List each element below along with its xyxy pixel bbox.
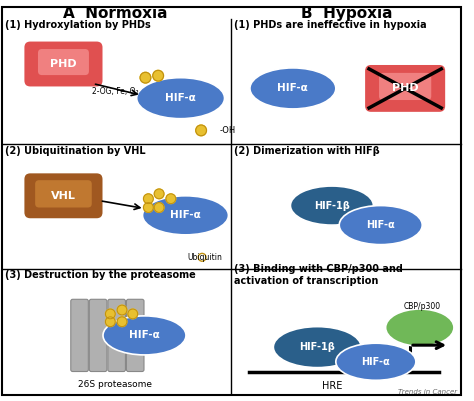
Circle shape — [196, 125, 207, 136]
Ellipse shape — [103, 316, 186, 355]
Text: HIF-α: HIF-α — [170, 211, 201, 220]
Text: -OH: -OH — [219, 126, 236, 135]
Ellipse shape — [336, 343, 416, 380]
Text: Ubiquitin: Ubiquitin — [188, 253, 223, 262]
Text: HIF-α: HIF-α — [129, 330, 160, 340]
FancyBboxPatch shape — [24, 173, 102, 218]
FancyBboxPatch shape — [379, 73, 431, 100]
Text: (1) Hydroxylation by PHDs: (1) Hydroxylation by PHDs — [5, 20, 151, 30]
FancyBboxPatch shape — [365, 65, 445, 112]
FancyBboxPatch shape — [108, 299, 126, 371]
Ellipse shape — [291, 186, 374, 225]
Text: VHL: VHL — [51, 191, 76, 201]
FancyBboxPatch shape — [127, 299, 144, 371]
FancyBboxPatch shape — [89, 299, 107, 371]
Circle shape — [117, 305, 127, 315]
Circle shape — [166, 194, 176, 204]
FancyBboxPatch shape — [38, 49, 89, 75]
FancyBboxPatch shape — [35, 180, 92, 207]
Text: HIF-1β: HIF-1β — [314, 200, 350, 211]
Ellipse shape — [339, 206, 422, 245]
Text: B  Hypoxia: B Hypoxia — [301, 6, 392, 21]
Text: HIF-α: HIF-α — [366, 220, 395, 230]
FancyBboxPatch shape — [71, 299, 88, 371]
Circle shape — [144, 194, 153, 204]
Text: Trends in Cancer: Trends in Cancer — [398, 389, 457, 395]
Circle shape — [105, 317, 115, 327]
Text: HIF-α: HIF-α — [362, 357, 390, 367]
Text: HIF-α: HIF-α — [277, 83, 308, 93]
Text: HIF-1β: HIF-1β — [300, 342, 335, 352]
Ellipse shape — [273, 327, 361, 368]
Circle shape — [144, 203, 153, 213]
Circle shape — [154, 189, 164, 199]
Text: 26S proteasome: 26S proteasome — [78, 380, 152, 389]
Circle shape — [153, 70, 164, 81]
Text: CBP/p300: CBP/p300 — [403, 302, 440, 311]
Text: (2) Dimerization with HIFβ: (2) Dimerization with HIFβ — [234, 146, 380, 156]
Text: (2) Ubiquitination by VHL: (2) Ubiquitination by VHL — [5, 146, 146, 156]
Circle shape — [140, 72, 151, 83]
Text: HIF-α: HIF-α — [165, 93, 196, 103]
Ellipse shape — [143, 196, 228, 235]
Ellipse shape — [386, 309, 454, 346]
Ellipse shape — [137, 78, 225, 119]
Circle shape — [128, 309, 137, 319]
FancyBboxPatch shape — [24, 42, 102, 87]
Text: (3) Destruction by the proteasome: (3) Destruction by the proteasome — [5, 270, 196, 280]
Ellipse shape — [250, 68, 336, 109]
Text: (3) Binding with CBP/p300 and
activation of transcription: (3) Binding with CBP/p300 and activation… — [234, 264, 403, 286]
Text: PHD: PHD — [50, 59, 77, 69]
Text: HRE: HRE — [322, 381, 342, 391]
Text: A  Normoxia: A Normoxia — [63, 6, 167, 21]
Text: (1) PHDs are ineffective in hypoxia: (1) PHDs are ineffective in hypoxia — [234, 20, 427, 30]
Text: PHD: PHD — [392, 83, 419, 93]
Circle shape — [117, 317, 127, 327]
Circle shape — [154, 203, 164, 213]
Text: 2-OG, Fe, O₂: 2-OG, Fe, O₂ — [92, 87, 138, 96]
Circle shape — [105, 309, 115, 319]
